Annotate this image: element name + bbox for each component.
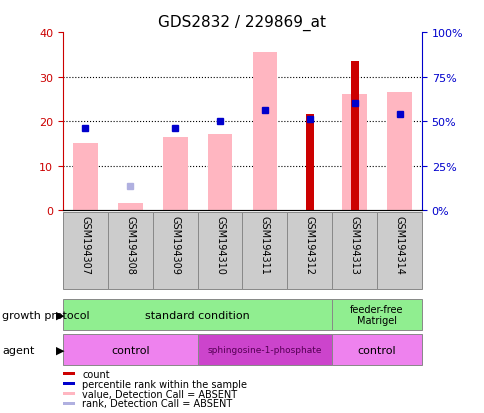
FancyBboxPatch shape [332,335,421,366]
Text: GSM194308: GSM194308 [125,215,135,274]
Text: ▶: ▶ [56,345,64,355]
FancyBboxPatch shape [152,213,197,289]
Bar [350,62,358,211]
Bar [163,138,187,211]
Text: rank, Detection Call = ABSENT: rank, Detection Call = ABSENT [82,399,232,408]
Bar [63,402,75,405]
Bar [63,382,75,385]
Bar [342,95,366,211]
Text: control: control [111,345,150,355]
FancyBboxPatch shape [332,299,421,330]
Bar [252,53,277,211]
FancyBboxPatch shape [63,213,107,289]
Bar [386,93,411,211]
FancyBboxPatch shape [376,213,421,289]
Bar [63,372,75,375]
FancyBboxPatch shape [107,213,152,289]
Text: growth protocol: growth protocol [2,310,90,320]
FancyBboxPatch shape [242,213,287,289]
Text: GSM194312: GSM194312 [304,215,314,274]
Text: GSM194310: GSM194310 [214,215,225,274]
Text: GSM194311: GSM194311 [259,215,270,274]
Text: GSM194314: GSM194314 [393,215,404,274]
FancyBboxPatch shape [197,213,242,289]
Bar [207,135,232,211]
Text: GDS2832 / 229869_at: GDS2832 / 229869_at [158,14,326,31]
Bar [63,392,75,395]
Text: control: control [357,345,395,355]
Text: percentile rank within the sample: percentile rank within the sample [82,379,247,389]
Text: GSM194309: GSM194309 [170,215,180,274]
FancyBboxPatch shape [63,335,197,366]
Bar [118,204,142,211]
Text: ▶: ▶ [56,310,64,320]
FancyBboxPatch shape [287,213,332,289]
Text: standard condition: standard condition [145,310,249,320]
FancyBboxPatch shape [332,213,376,289]
Bar [305,115,313,211]
Text: count: count [82,369,110,379]
Text: sphingosine-1-phosphate: sphingosine-1-phosphate [207,346,321,354]
Text: agent: agent [2,345,35,355]
Text: value, Detection Call = ABSENT: value, Detection Call = ABSENT [82,389,237,399]
Text: feeder-free
Matrigel: feeder-free Matrigel [349,304,403,326]
Text: GSM194313: GSM194313 [349,215,359,274]
FancyBboxPatch shape [197,335,332,366]
Text: GSM194307: GSM194307 [80,215,91,274]
Bar [73,144,98,211]
FancyBboxPatch shape [63,299,332,330]
